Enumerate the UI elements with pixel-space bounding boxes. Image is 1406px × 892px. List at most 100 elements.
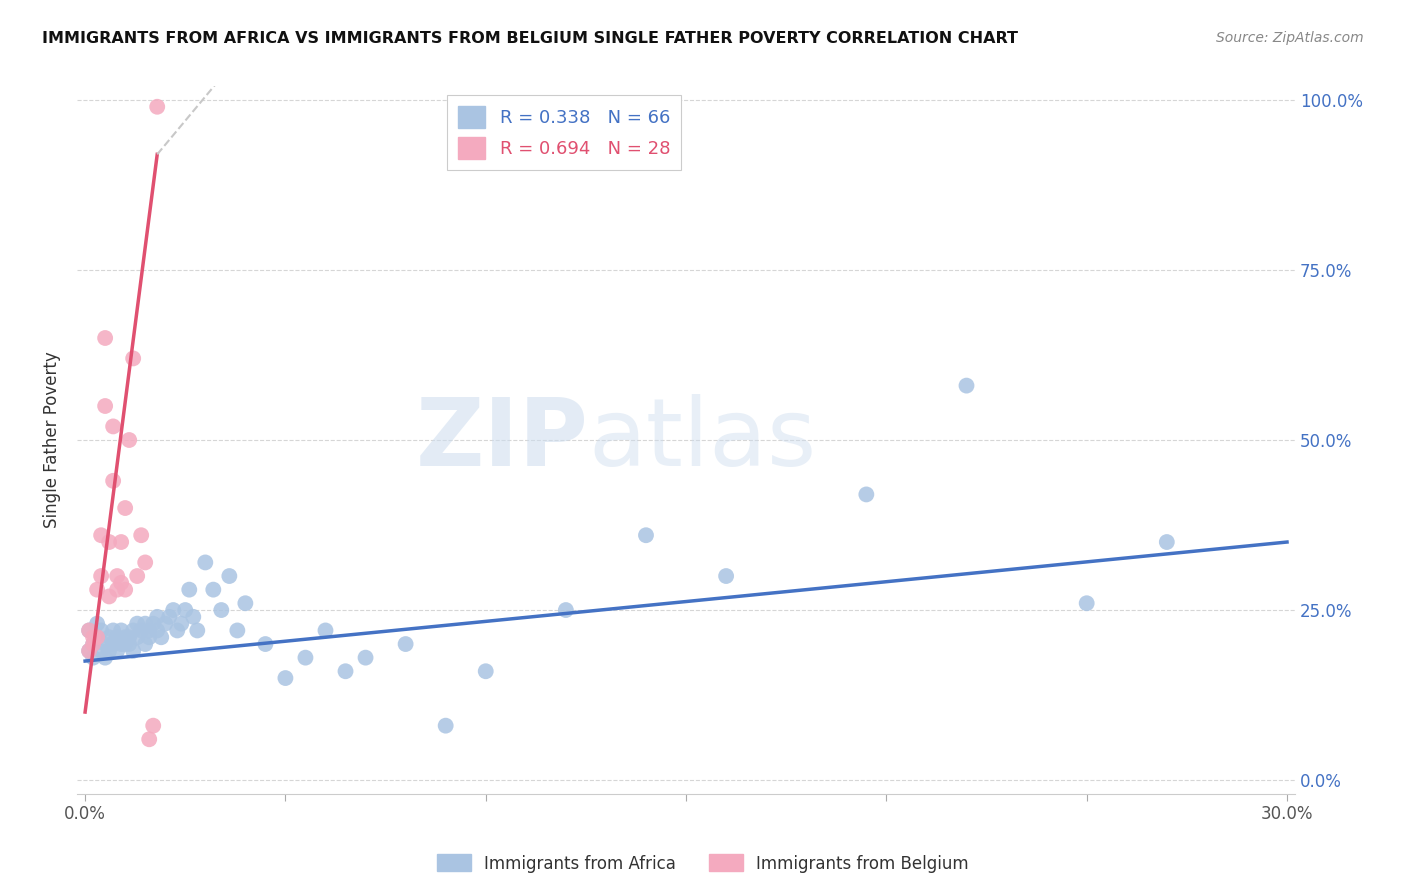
Point (335, 665, 357, 679)
Point (129, 624, 152, 638)
Point (218, 569, 240, 583)
Point (90, 624, 112, 638)
Point (127, 569, 149, 583)
Point (235, 596, 257, 610)
Point (86, 616, 108, 631)
Point (101, 637, 124, 651)
Point (110, 624, 132, 638)
Point (118, 637, 141, 651)
Point (434, 719, 457, 733)
Point (162, 603, 184, 617)
Text: ZIP: ZIP (416, 394, 589, 486)
Point (138, 630, 160, 644)
Point (98, 644, 121, 658)
Point (226, 624, 249, 638)
Point (77, 644, 100, 658)
Point (634, 528, 657, 542)
Point (1156, 535, 1178, 549)
Point (94, 399, 117, 413)
Point (127, 616, 149, 631)
Point (101, 474, 124, 488)
Point (82, 630, 104, 644)
Point (101, 419, 124, 434)
Point (174, 603, 197, 617)
Point (122, 351, 145, 366)
Point (114, 637, 136, 651)
Point (77, 644, 100, 658)
Point (105, 569, 128, 583)
Point (254, 637, 277, 651)
Point (354, 650, 377, 665)
Point (110, 575, 132, 590)
Point (1076, 596, 1098, 610)
Point (82, 637, 104, 651)
Point (146, 624, 169, 638)
Point (90, 528, 112, 542)
Point (294, 650, 316, 665)
Point (110, 535, 132, 549)
Point (142, 719, 165, 733)
Point (138, 732, 160, 747)
Point (101, 624, 124, 638)
Point (86, 630, 108, 644)
Point (86, 582, 108, 597)
Point (855, 487, 877, 501)
Point (194, 556, 217, 570)
Point (114, 582, 136, 597)
Point (955, 378, 977, 392)
Point (94, 650, 117, 665)
Point (94, 331, 117, 345)
Point (209, 603, 232, 617)
Point (114, 501, 136, 516)
Point (90, 644, 112, 658)
Point (554, 603, 576, 617)
Point (274, 671, 297, 685)
Point (138, 624, 160, 638)
Point (155, 616, 177, 631)
Point (114, 630, 136, 644)
Point (98, 535, 121, 549)
Point (181, 610, 204, 624)
Point (98, 630, 121, 644)
Point (98, 590, 121, 604)
Point (77, 624, 100, 638)
Point (170, 616, 193, 631)
Y-axis label: Single Father Poverty: Single Father Poverty (44, 351, 60, 528)
Point (82, 637, 104, 651)
Point (202, 582, 225, 597)
Point (118, 630, 141, 644)
Point (146, 610, 169, 624)
Point (127, 630, 149, 644)
Point (714, 569, 737, 583)
Point (186, 624, 208, 638)
Point (157, 610, 180, 624)
Legend: Immigrants from Africa, Immigrants from Belgium: Immigrants from Africa, Immigrants from … (430, 847, 976, 880)
Point (134, 616, 156, 631)
Point (314, 624, 336, 638)
Text: Source: ZipAtlas.com: Source: ZipAtlas.com (1216, 31, 1364, 45)
Point (118, 433, 141, 447)
Point (105, 582, 128, 597)
Point (110, 637, 132, 651)
Point (166, 624, 188, 638)
Point (105, 644, 128, 658)
Point (94, 637, 117, 651)
Text: IMMIGRANTS FROM AFRICA VS IMMIGRANTS FROM BELGIUM SINGLE FATHER POVERTY CORRELAT: IMMIGRANTS FROM AFRICA VS IMMIGRANTS FRO… (42, 31, 1018, 46)
Legend: R = 0.338   N = 66, R = 0.694   N = 28: R = 0.338 N = 66, R = 0.694 N = 28 (447, 95, 681, 170)
Point (86, 630, 108, 644)
Text: atlas: atlas (589, 394, 817, 486)
Point (90, 569, 112, 583)
Point (129, 528, 152, 542)
Point (146, 100, 169, 114)
Point (77, 624, 100, 638)
Point (82, 650, 104, 665)
Point (179, 582, 201, 597)
Point (134, 637, 156, 651)
Point (474, 665, 496, 679)
Point (122, 644, 145, 658)
Point (134, 556, 156, 570)
Point (150, 630, 173, 644)
Point (142, 616, 165, 631)
Point (122, 624, 145, 638)
Point (105, 630, 128, 644)
